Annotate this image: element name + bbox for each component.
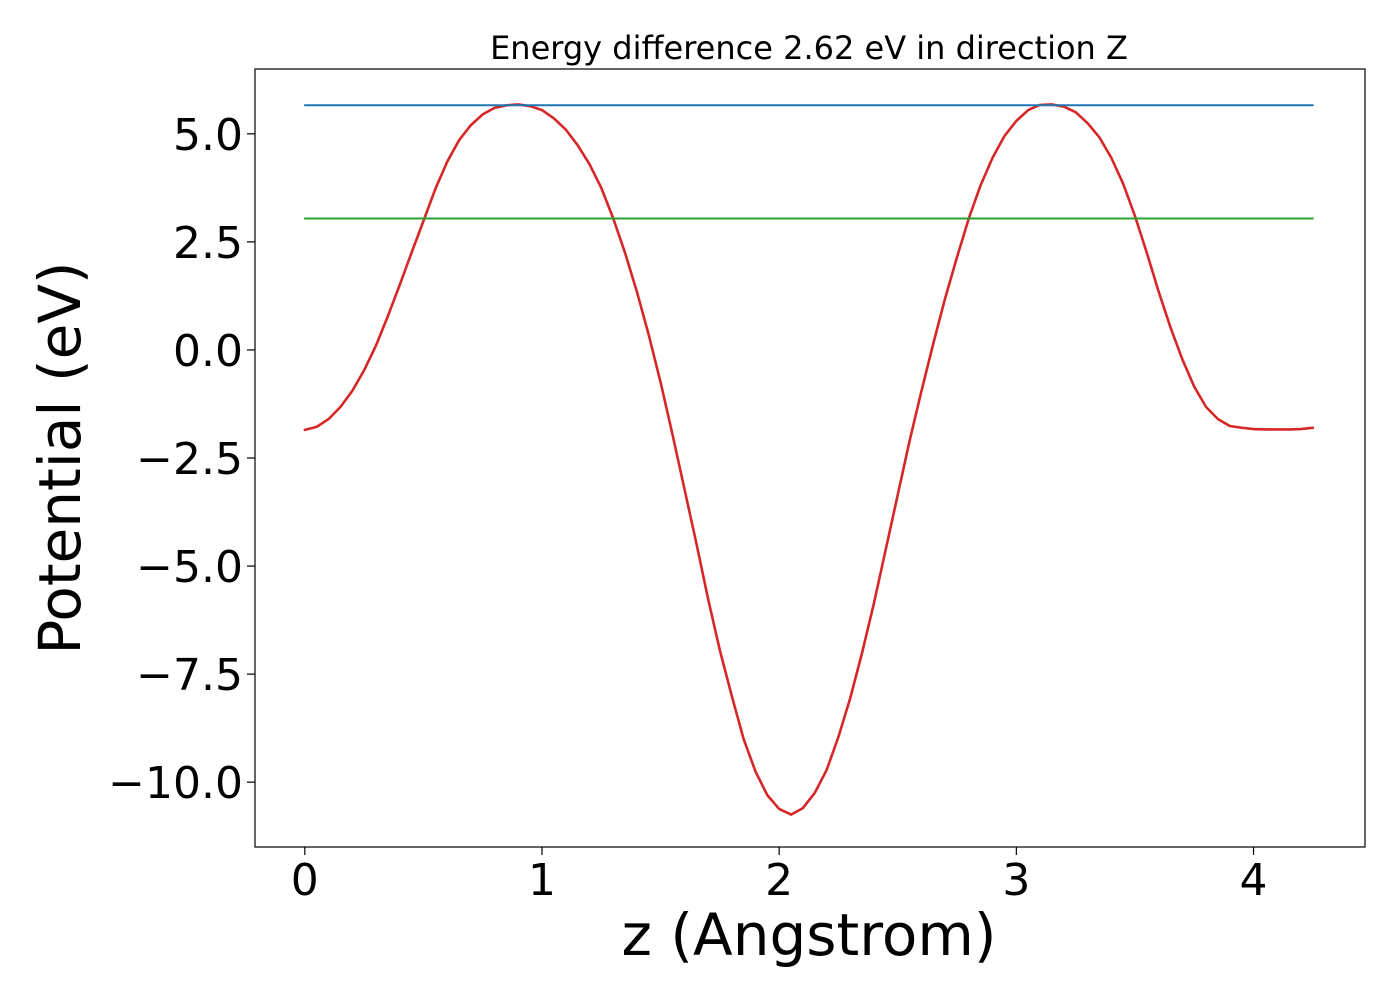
x-tick-label: 2 [765, 855, 793, 906]
series-layer [303, 103, 1315, 816]
series-line-0 [303, 103, 1315, 816]
x-axis-label: z (Angstrom) [622, 901, 997, 969]
x-tick-label: 3 [1002, 855, 1030, 906]
y-tick-label: 5.0 [173, 110, 243, 161]
x-tick-label: 4 [1240, 855, 1268, 906]
chart-title: Energy difference 2.62 eV in direction Z [490, 29, 1128, 67]
plot-frame [254, 68, 1366, 848]
x-tick-label: 1 [528, 855, 556, 906]
y-axis: −10.0 −7.5 −5.0 −2.5 0.0 2.5 5.0 [108, 110, 255, 809]
y-tick-label: −2.5 [136, 434, 243, 485]
y-tick-label: −5.0 [136, 542, 243, 593]
y-tick-label: 0.0 [173, 326, 243, 377]
x-tick-label: 0 [291, 855, 319, 906]
x-axis: 0 1 2 3 4 [291, 847, 1268, 906]
y-tick-label: 2.5 [173, 218, 243, 269]
y-tick-label: −10.0 [108, 758, 243, 809]
y-tick-label: −7.5 [136, 650, 243, 701]
y-axis-label: Potential (eV) [26, 261, 94, 654]
